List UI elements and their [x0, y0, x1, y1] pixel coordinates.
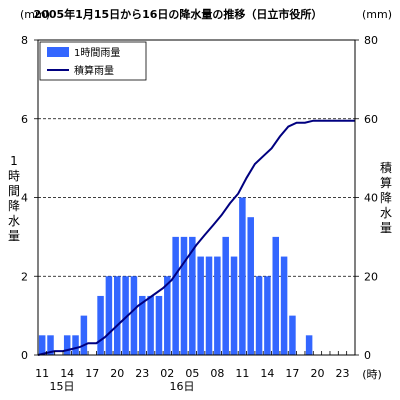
- y-tick-label-left: 2: [21, 270, 28, 283]
- left-axis-unit: (mm): [20, 8, 50, 21]
- y-tick-label-left: 6: [21, 113, 28, 126]
- rain-bar: [172, 236, 179, 355]
- rain-bar: [155, 295, 163, 355]
- rain-bar: [164, 276, 171, 355]
- y-tick-label-right: 60: [364, 113, 378, 126]
- rain-bar: [289, 315, 296, 355]
- axis-label-glyph: 量: [8, 229, 20, 243]
- y-tick-label-left: 0: [21, 349, 28, 362]
- rain-bar: [197, 256, 204, 355]
- rain-bar: [180, 236, 188, 355]
- rain-bar: [247, 217, 254, 355]
- cumulative-line: [37, 119, 355, 356]
- axis-label-glyph: 水: [8, 214, 20, 228]
- x-tick-label: 05: [185, 367, 199, 380]
- x-tick-label: 02: [160, 367, 174, 380]
- rain-bar: [147, 295, 154, 355]
- rain-bar: [113, 276, 121, 355]
- rain-bar: [189, 236, 196, 355]
- x-ticks: [37, 351, 356, 355]
- rain-bar: [47, 335, 54, 355]
- x-tick-label: 11: [235, 367, 249, 380]
- x-tick-label: 17: [285, 367, 299, 380]
- axis-label-glyph: 降: [380, 191, 392, 205]
- x-tick-label: 14: [60, 367, 74, 380]
- rain-bar: [222, 236, 229, 355]
- y-tick-label-left: 4: [21, 192, 28, 205]
- rain-bar: [80, 315, 88, 355]
- x-tick-label: 23: [335, 367, 349, 380]
- x-tick-label: 14: [260, 367, 274, 380]
- rain-bar: [72, 335, 79, 355]
- rain-bar: [139, 295, 146, 355]
- axis-label-glyph: 時: [8, 169, 20, 183]
- rain-bar: [264, 276, 271, 355]
- rain-bar: [130, 276, 138, 355]
- y-tick-label-right: 40: [364, 192, 378, 205]
- x-tick-labels: 11 14 17 20 23 02 05 08 11 14 17 20 23: [35, 367, 349, 380]
- right-axis-unit: (mm): [362, 8, 392, 21]
- x-tick-label: 23: [135, 367, 149, 380]
- bars-group: [38, 197, 313, 355]
- axis-label-glyph: 1: [10, 154, 18, 168]
- chart-title: 2005年1月15日から16日の降水量の推移（日立市役所）: [34, 7, 323, 21]
- legend-bar-label: 1時間雨量: [74, 47, 120, 59]
- day-label-15: 15日: [50, 380, 75, 393]
- legend: 1時間雨量 積算雨量: [39, 41, 147, 81]
- rain-bar: [63, 335, 71, 355]
- day-label-16: 16日: [170, 380, 195, 393]
- legend-bar-swatch: [47, 47, 69, 57]
- axis-label-glyph: 算: [380, 175, 392, 190]
- legend-line-label: 積算雨量: [74, 64, 114, 77]
- rain-bar: [230, 256, 238, 355]
- y-tick-label-right: 20: [364, 270, 378, 283]
- axis-label-glyph: 間: [8, 184, 20, 198]
- axis-label-glyph: 積: [380, 160, 392, 175]
- rain-bar: [255, 276, 263, 355]
- rain-bar: [272, 236, 280, 355]
- y-tick-label-right: 0: [364, 349, 371, 362]
- rain-bar: [97, 295, 104, 355]
- axis-label-glyph: 降: [8, 199, 20, 213]
- rain-bar: [122, 276, 129, 355]
- y-tick-label-right: 80: [364, 34, 378, 47]
- x-tick-label: 17: [85, 367, 99, 380]
- x-tick-label: 11: [35, 367, 49, 380]
- rain-bar: [38, 335, 46, 355]
- y-tick-label-left: 8: [21, 34, 28, 47]
- rain-bar: [214, 256, 221, 355]
- rain-bar: [239, 197, 246, 355]
- rain-bar: [305, 335, 313, 355]
- rain-bar: [105, 276, 113, 355]
- rain-bar: [280, 256, 288, 355]
- x-tick-label: 20: [310, 367, 324, 380]
- x-tick-label: 08: [210, 367, 224, 380]
- rain-bar: [205, 256, 213, 355]
- gridlines: [38, 118, 355, 277]
- x-axis-unit: (時): [362, 368, 382, 381]
- axis-label-glyph: 量: [380, 221, 392, 235]
- axis-label-glyph: 水: [380, 206, 392, 220]
- x-tick-label: 20: [110, 367, 124, 380]
